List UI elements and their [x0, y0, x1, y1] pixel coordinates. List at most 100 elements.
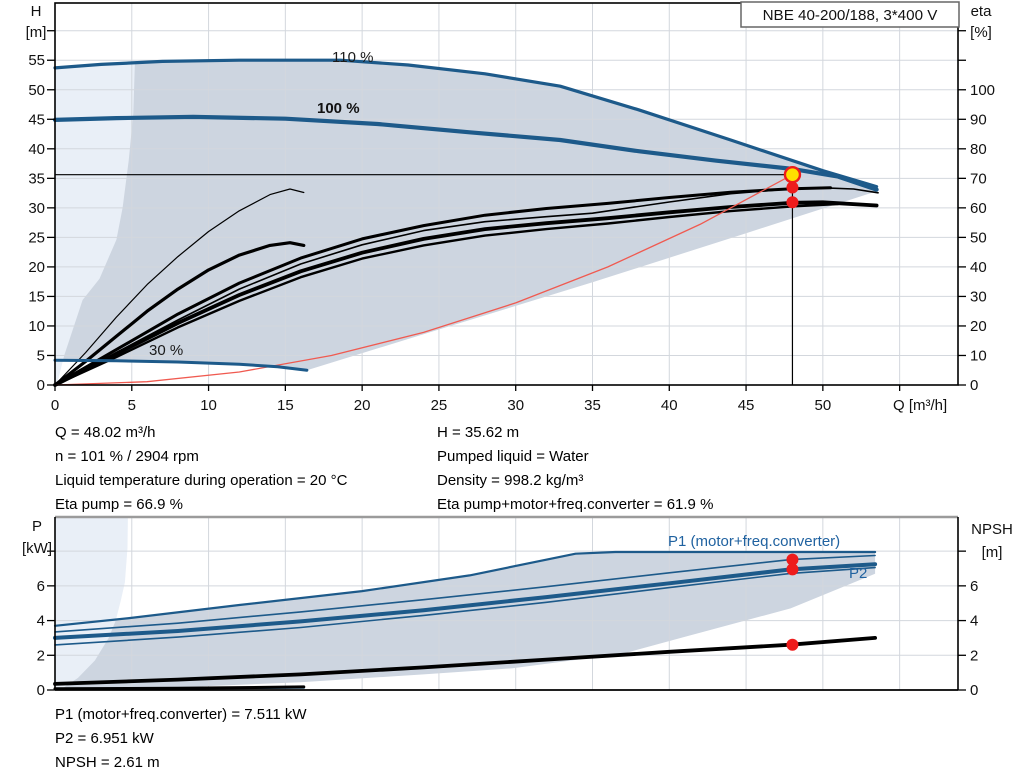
npsh-tick-label: 4	[970, 613, 978, 630]
npsh-tick-label: 6	[970, 578, 978, 595]
low-flow-region	[55, 62, 135, 385]
x-tick-label: 15	[277, 397, 294, 414]
h-axis-title: H	[31, 3, 42, 20]
p2-duty-marker	[786, 563, 799, 576]
h-tick-label: 25	[28, 229, 45, 246]
speed-curve-110	[53, 58, 879, 189]
eta-tick-label: 60	[970, 200, 987, 217]
eta-total-marker	[786, 196, 799, 209]
eta-axis-title: eta	[971, 3, 993, 20]
stat-density: Density = 998.2 kg/m³	[437, 472, 584, 489]
npsh-axis-title: NPSH	[971, 521, 1013, 538]
stat-flow: Q = 48.02 m³/h	[55, 424, 156, 441]
p2-curve-b	[54, 566, 876, 646]
p-tick-label: 6	[37, 578, 45, 595]
eta-tick-label: 20	[970, 318, 987, 335]
eta-pump-marker	[786, 181, 799, 194]
h-tick-label: 10	[28, 318, 45, 335]
stat-eta-pump: Eta pump = 66.9 %	[55, 496, 183, 513]
h-axis-unit: [m]	[26, 24, 47, 41]
axis-ticks	[47, 30, 966, 391]
power-results: P1 (motor+freq.converter) = 7.511 kW P2 …	[55, 703, 307, 775]
x-tick-label: 50	[815, 397, 832, 414]
x-tick-label: 35	[584, 397, 601, 414]
head-efficiency-group: 110 % 100 % 30 % 0 5 10 15 20 25 30 35 40 45 50 0 5 10 15…	[26, 1, 995, 414]
x-tick-label: 20	[354, 397, 371, 414]
duty-results-right: H = 35.62 m Pumped liquid = Water Densit…	[437, 421, 713, 517]
h-tick-label: 40	[28, 141, 45, 158]
p1-duty-marker	[786, 553, 799, 566]
h-tick-label: 55	[28, 52, 45, 69]
pump-title-box	[740, 1, 960, 28]
h-tick-label: 5	[37, 347, 45, 364]
eta-tick-label: 80	[970, 141, 987, 158]
npsh-duty-marker	[786, 638, 799, 651]
system-curve	[54, 174, 794, 386]
h-tick-label: 0	[37, 377, 45, 394]
h-tick-label: 30	[28, 200, 45, 217]
eta-tick-label: 30	[970, 288, 987, 305]
x-tick-label: 30	[507, 397, 524, 414]
p-tick-label: 0	[37, 682, 45, 699]
p-tick-label: 4	[37, 613, 45, 630]
x-tick-label: 5	[128, 397, 136, 414]
series	[53, 550, 878, 691]
npsh-tick-label: 0	[970, 682, 978, 699]
eta-pump-30	[54, 188, 305, 386]
series	[52, 58, 879, 387]
eta-tick-label: 100	[970, 82, 995, 99]
speed-label: 30 %	[149, 342, 183, 359]
stat-liquid-temp: Liquid temperature during operation = 20…	[55, 472, 348, 489]
eta-total-curve	[53, 200, 879, 387]
power-curve-label: P2	[849, 565, 867, 582]
x-tick-label: 25	[431, 397, 448, 414]
x-tick-label: 0	[51, 397, 59, 414]
eta-tick-label: 90	[970, 111, 987, 128]
h-tick-label: 35	[28, 170, 45, 187]
stat-head: H = 35.62 m	[437, 424, 520, 441]
q-axis-title: Q [m³/h]	[893, 397, 947, 414]
stat-p2: P2 = 6.951 kW	[55, 730, 154, 747]
stat-speed: n = 101 % / 2904 rpm	[55, 448, 199, 465]
stat-p1: P1 (motor+freq.converter) = 7.511 kW	[55, 706, 307, 723]
pump-title-text: NBE 40-200/188, 3*400 V	[763, 7, 939, 24]
eta-tick-label: 50	[970, 229, 987, 246]
power-npsh-group: P1 (motor+freq.converter) P2 0 2 4 6 0 2 4 6 P [kW]…	[22, 515, 1013, 699]
p2-curve	[53, 562, 878, 640]
top-chart-frame	[54, 2, 959, 386]
x-tick-label: 40	[661, 397, 678, 414]
p-axis-title: P	[32, 518, 42, 535]
eta-tick-label: 40	[970, 259, 987, 276]
npsh-tick-label: 2	[970, 647, 978, 664]
speed-label: 110 %	[332, 49, 373, 66]
h-tick-label: 50	[28, 82, 45, 99]
h-tick-label: 20	[28, 259, 45, 276]
duty-point-marker	[783, 165, 802, 184]
grid-lines	[55, 3, 958, 385]
eta-pump-curve-b	[53, 186, 832, 387]
axis-ticks-bottom	[47, 550, 966, 691]
eta-total-curve-b	[53, 202, 840, 387]
h-tick-label: 45	[28, 111, 45, 128]
eta-tick-label: 70	[970, 170, 987, 187]
power-envelope-top	[53, 550, 877, 627]
eta-tick-label: 0	[970, 377, 978, 394]
speed-curve-30	[53, 358, 309, 372]
npsh-30-curve	[53, 685, 306, 691]
speed-label: 100 %	[317, 100, 360, 117]
x-tick-label: 10	[200, 397, 217, 414]
duty-results-left: Q = 48.02 m³/h n = 101 % / 2904 rpm Liqu…	[55, 421, 347, 517]
npsh-axis-unit: [m]	[982, 544, 1003, 561]
npsh-curve	[53, 636, 877, 686]
power-curve-label: P1 (motor+freq.converter)	[668, 533, 840, 550]
p-tick-label: 2	[37, 647, 45, 664]
eta-axis-unit: [%]	[970, 24, 992, 41]
stat-pumped-liquid: Pumped liquid = Water	[437, 448, 589, 465]
eta-total-30	[53, 241, 306, 387]
x-tick-label: 45	[738, 397, 755, 414]
h-tick-label: 15	[28, 288, 45, 305]
p1-curve	[54, 554, 876, 633]
p-axis-unit: [kW]	[22, 540, 52, 557]
